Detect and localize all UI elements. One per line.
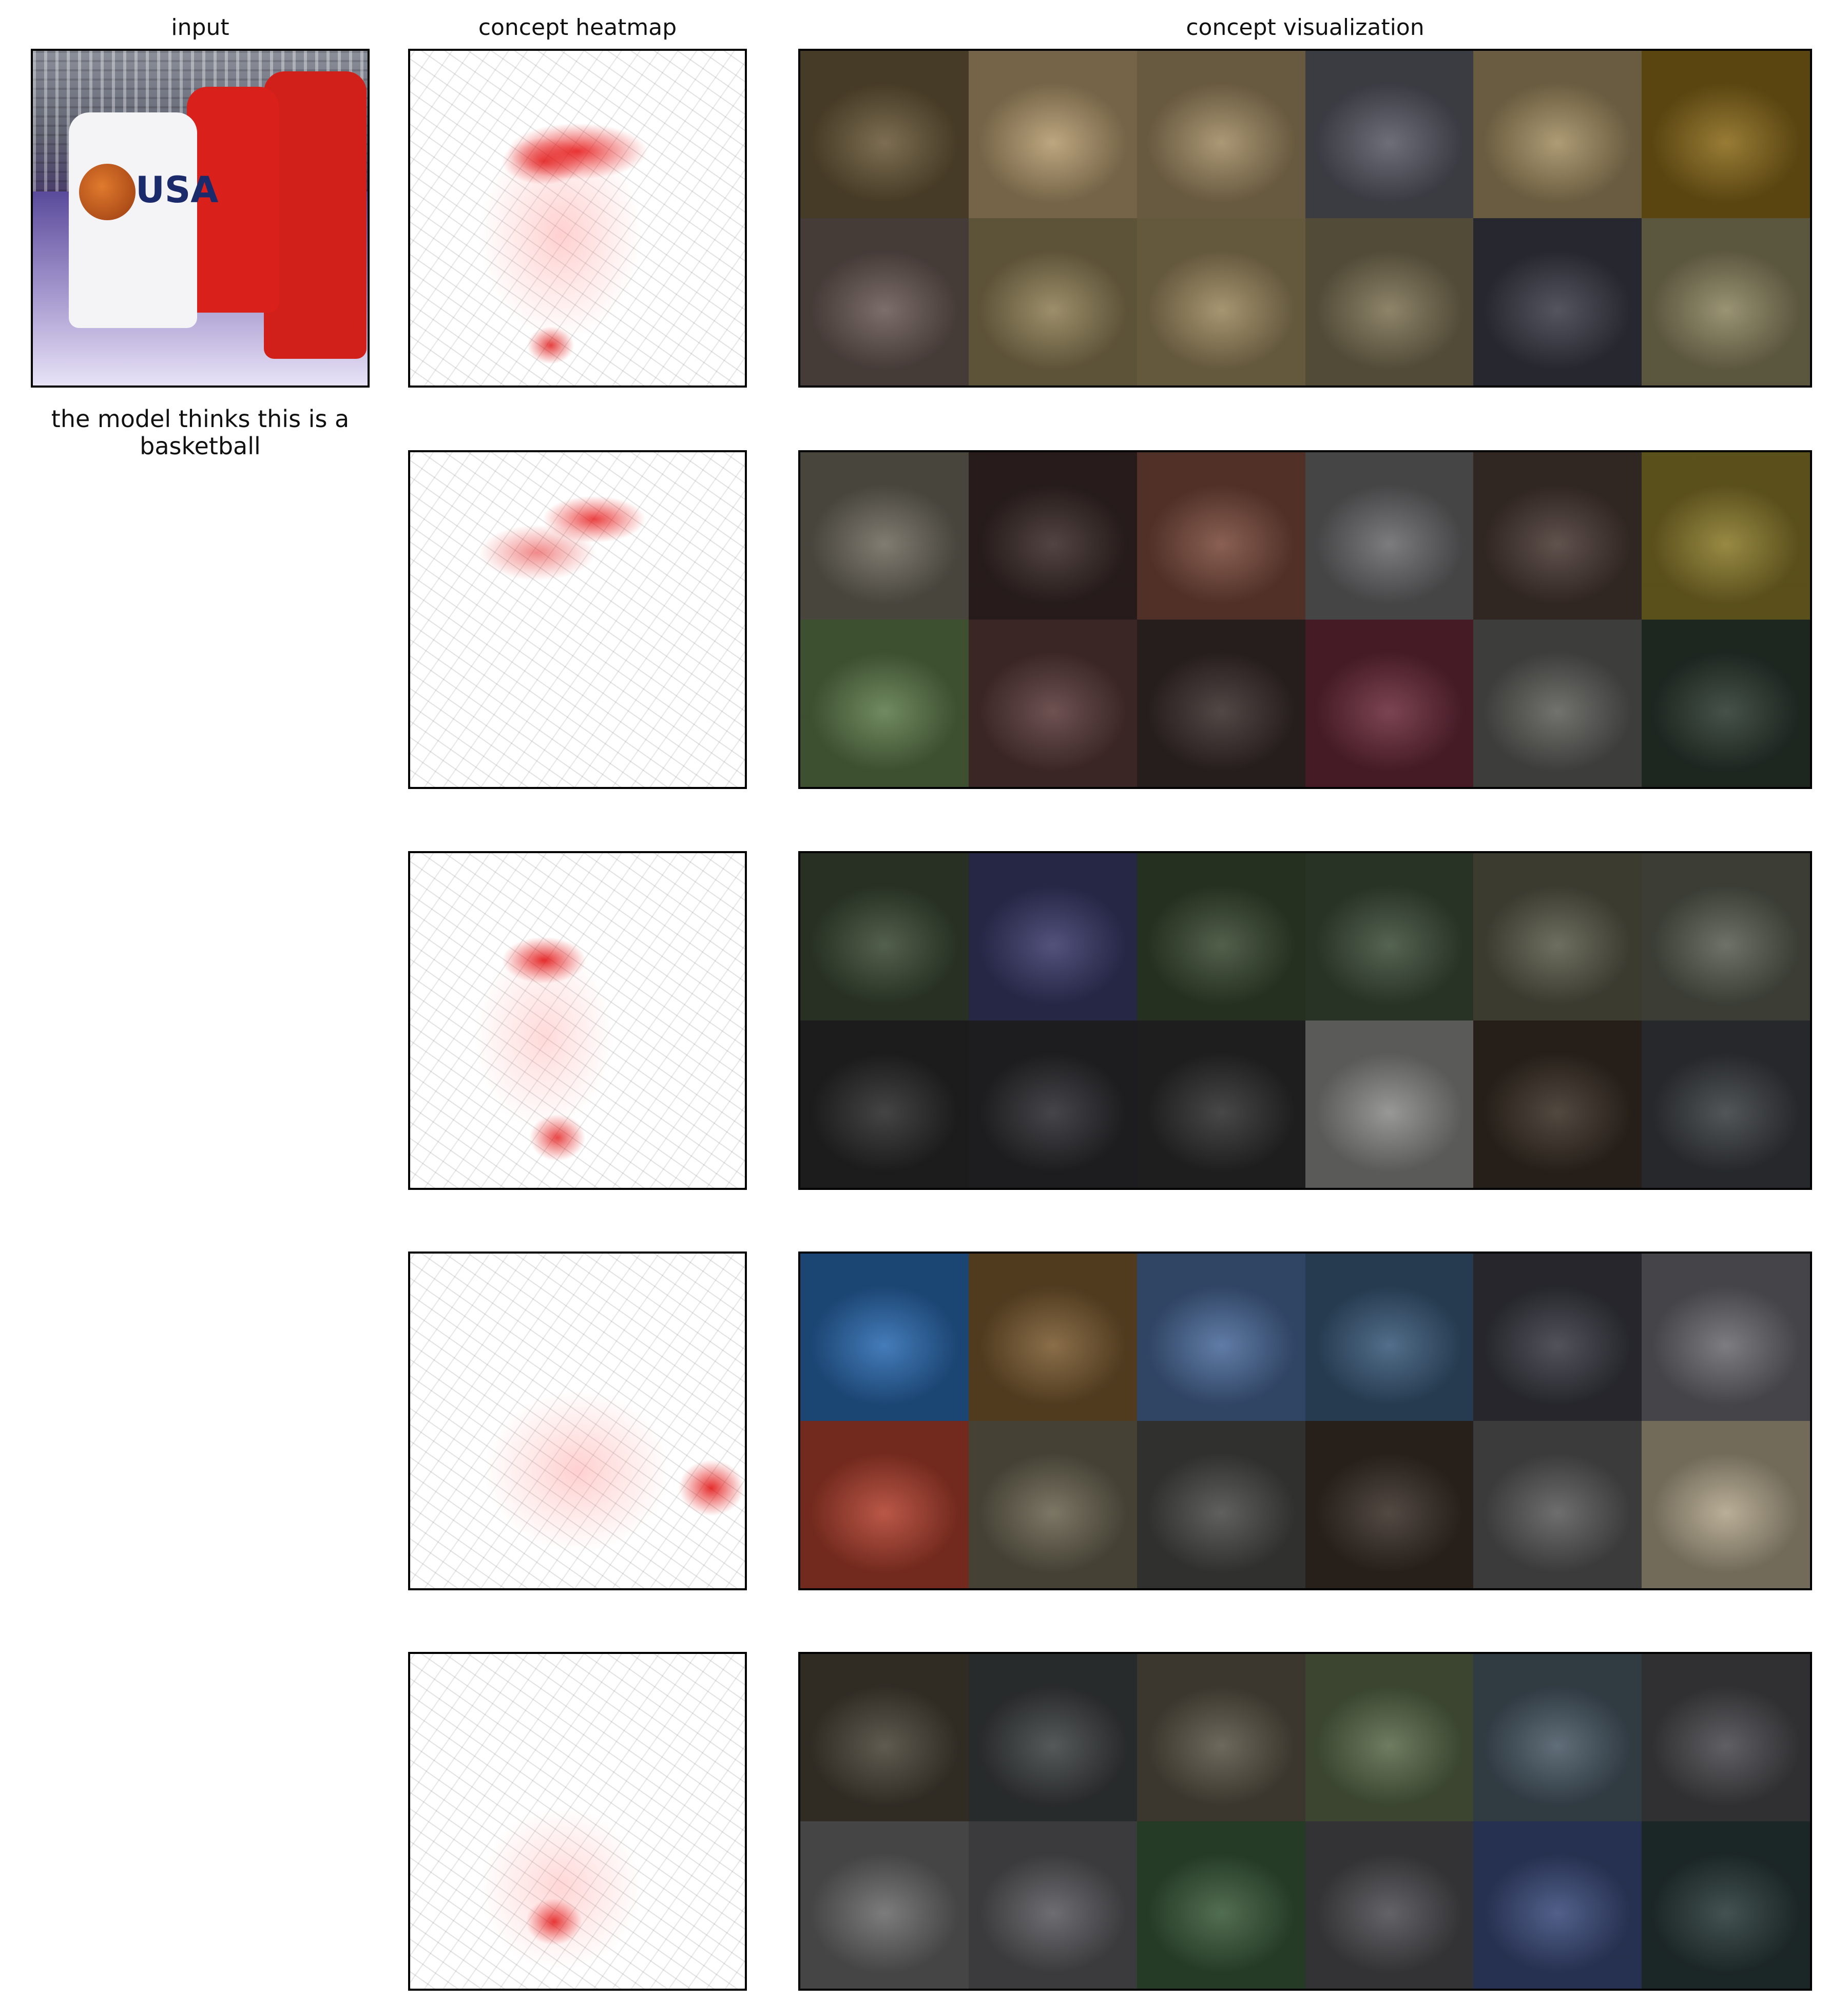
player-white bbox=[69, 112, 197, 328]
concept-example-image bbox=[1137, 1254, 1305, 1421]
concept-visualization-3 bbox=[798, 851, 1812, 1190]
concept-example-image bbox=[1473, 452, 1642, 620]
concept-example-image bbox=[800, 218, 969, 386]
concept-example-image bbox=[1473, 51, 1642, 218]
concept-example-image bbox=[1473, 1021, 1642, 1188]
concept-example-image bbox=[1137, 620, 1305, 787]
concept-example-image bbox=[1305, 1254, 1474, 1421]
concept-example-image bbox=[1642, 1654, 1810, 1821]
concept-example-image bbox=[800, 51, 969, 218]
concept-example-image bbox=[1473, 1254, 1642, 1421]
concept-heatmap-1 bbox=[408, 49, 747, 388]
concept-example-image bbox=[1305, 51, 1474, 218]
concept-example-image bbox=[968, 1821, 1137, 1989]
concept-heatmap-2 bbox=[408, 450, 747, 789]
input-column-title: input bbox=[171, 14, 229, 41]
concept-example-image bbox=[968, 51, 1137, 218]
player-red-2 bbox=[264, 71, 367, 359]
concept-visualization-1 bbox=[798, 49, 1812, 388]
concept-example-image bbox=[1137, 218, 1305, 386]
concept-example-image bbox=[1305, 452, 1474, 620]
input-image: USA bbox=[31, 49, 370, 388]
concept-example-image bbox=[1473, 1421, 1642, 1588]
concept-example-image bbox=[800, 1254, 969, 1421]
concept-example-image bbox=[1642, 452, 1810, 620]
concept-example-image bbox=[1642, 1254, 1810, 1421]
concept-example-image bbox=[800, 853, 969, 1021]
concept-example-image bbox=[1305, 620, 1474, 787]
concept-example-image bbox=[1305, 1654, 1474, 1821]
player-red-1 bbox=[187, 87, 279, 313]
concept-heatmap-4 bbox=[408, 1252, 747, 1590]
jersey-text: USA bbox=[136, 169, 219, 211]
concept-example-image bbox=[1305, 853, 1474, 1021]
concept-example-image bbox=[968, 853, 1137, 1021]
concept-example-image bbox=[1642, 1821, 1810, 1989]
concept-example-image bbox=[1642, 853, 1810, 1021]
heatmap-column-title: concept heatmap bbox=[478, 14, 677, 41]
concept-example-image bbox=[1473, 1654, 1642, 1821]
concept-example-image bbox=[1473, 620, 1642, 787]
concept-example-image bbox=[1305, 218, 1474, 386]
concept-example-image bbox=[1642, 620, 1810, 787]
concept-example-image bbox=[968, 620, 1137, 787]
concept-example-image bbox=[800, 452, 969, 620]
concept-example-image bbox=[968, 1654, 1137, 1821]
concept-example-image bbox=[1137, 1421, 1305, 1588]
concept-heatmap-3 bbox=[408, 851, 747, 1190]
concept-example-image bbox=[800, 1021, 969, 1188]
concept-example-image bbox=[1642, 1421, 1810, 1588]
concept-example-image bbox=[1137, 1654, 1305, 1821]
concept-example-image bbox=[968, 218, 1137, 386]
concept-heatmap-5 bbox=[408, 1652, 747, 1991]
concept-example-image bbox=[1642, 51, 1810, 218]
concept-example-image bbox=[1642, 1021, 1810, 1188]
concept-example-image bbox=[800, 620, 969, 787]
concept-example-image bbox=[1137, 1021, 1305, 1188]
concept-example-image bbox=[1137, 853, 1305, 1021]
concept-example-image bbox=[1137, 51, 1305, 218]
concept-example-image bbox=[1137, 1821, 1305, 1989]
concept-example-image bbox=[1642, 218, 1810, 386]
visualization-column-title: concept visualization bbox=[1186, 14, 1424, 41]
concept-example-image bbox=[1473, 218, 1642, 386]
concept-example-image bbox=[968, 1021, 1137, 1188]
concept-visualization-2 bbox=[798, 450, 1812, 789]
concept-example-image bbox=[1305, 1021, 1474, 1188]
concept-example-image bbox=[1473, 853, 1642, 1021]
concept-example-image bbox=[1137, 452, 1305, 620]
concept-visualization-4 bbox=[798, 1252, 1812, 1590]
concept-example-image bbox=[800, 1654, 969, 1821]
concept-example-image bbox=[1473, 1821, 1642, 1989]
concept-visualization-5 bbox=[798, 1652, 1812, 1991]
concept-example-image bbox=[800, 1821, 969, 1989]
concept-example-image bbox=[968, 1254, 1137, 1421]
concept-example-image bbox=[1305, 1421, 1474, 1588]
prediction-caption: the model thinks this is a basketball bbox=[51, 405, 350, 460]
concept-example-image bbox=[800, 1421, 969, 1588]
concept-example-image bbox=[1305, 1821, 1474, 1989]
basketball-icon bbox=[79, 164, 136, 220]
concept-example-image bbox=[968, 1421, 1137, 1588]
concept-example-image bbox=[968, 452, 1137, 620]
